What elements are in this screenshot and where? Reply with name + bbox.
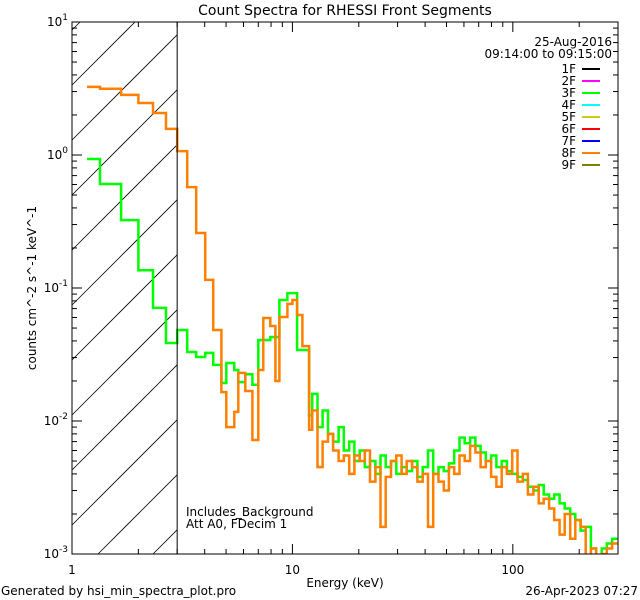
x-axis-label: Energy (keV) xyxy=(306,576,383,590)
time-range-label: 09:14:00 to 09:15:00 xyxy=(485,47,612,61)
y-tick-label: 101 xyxy=(47,13,68,29)
hatch-line xyxy=(152,529,178,555)
y-tick-label: 10-3 xyxy=(44,545,68,561)
y-tick-label: 10-2 xyxy=(44,412,68,428)
chart-title: Count Spectra for RHESSI Front Segments xyxy=(198,3,492,19)
legend-label-1F: 1F xyxy=(561,62,576,76)
legend-label-5F: 5F xyxy=(561,110,576,124)
hatch-line xyxy=(71,34,178,141)
hatch-line xyxy=(71,254,178,361)
y-axis-label: counts cm^-2 s^-1 keV^-1 xyxy=(25,206,39,370)
hatch-line xyxy=(71,89,178,196)
hatch-line xyxy=(71,309,178,416)
hatch-line xyxy=(97,474,178,555)
y-tick-label: 100 xyxy=(47,146,68,162)
hatch-line xyxy=(71,144,178,251)
legend-label-4F: 4F xyxy=(561,98,576,112)
hatch-line xyxy=(71,199,178,306)
series-8F xyxy=(87,85,618,554)
legend-label-8F: 8F xyxy=(561,146,576,160)
hatch-line xyxy=(71,21,136,86)
legend-label-9F: 9F xyxy=(561,158,576,172)
legend-label-2F: 2F xyxy=(561,74,576,88)
hatch-line xyxy=(71,419,178,526)
date-label: 25-Aug-2016 xyxy=(534,35,612,49)
annotation-attenuator: Att A0, FDecim 1 xyxy=(186,517,287,531)
legend-label-7F: 7F xyxy=(561,134,576,148)
x-tick-label: 100 xyxy=(501,563,524,577)
legend-label-3F: 3F xyxy=(561,86,576,100)
hatch-line xyxy=(71,364,178,471)
hatched-region xyxy=(71,21,178,555)
generated-by-label: Generated by hsi_min_spectra_plot.pro xyxy=(1,584,236,598)
annotation-background: Includes_Background xyxy=(186,505,314,519)
series-3F xyxy=(87,157,618,554)
generated-at-label: 26-Apr-2023 07:27 xyxy=(525,584,638,598)
legend-label-6F: 6F xyxy=(561,122,576,136)
y-tick-label: 10-1 xyxy=(44,279,68,295)
x-tick-label: 1 xyxy=(68,563,76,577)
x-tick-label: 10 xyxy=(285,563,300,577)
hatch-line xyxy=(71,21,81,31)
